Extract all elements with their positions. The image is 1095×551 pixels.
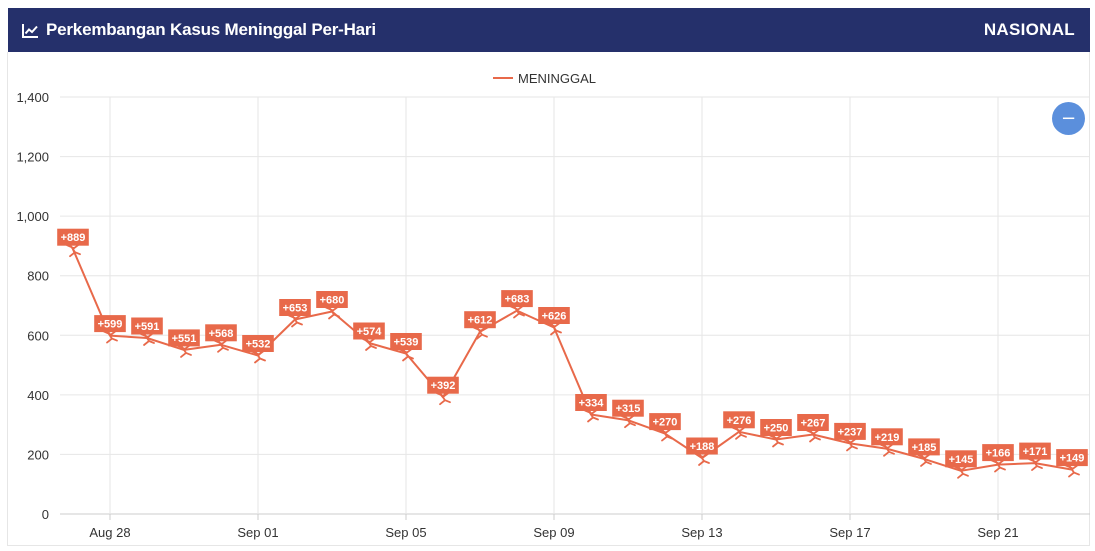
- data-label-box: [1056, 449, 1088, 467]
- data-label: +653: [283, 303, 308, 315]
- data-label-box: [797, 414, 829, 431]
- x-tick-label: Sep 01: [237, 525, 278, 540]
- data-label: +539: [394, 337, 419, 349]
- data-label: +166: [986, 448, 1011, 460]
- data-label: +551: [172, 333, 197, 345]
- chart-card: [7, 52, 1090, 546]
- data-label-box: [427, 376, 459, 394]
- y-tick-label: 800: [27, 269, 49, 284]
- data-label: +185: [912, 442, 937, 454]
- data-label: +392: [431, 380, 456, 392]
- x-tick-label: Sep 17: [829, 525, 870, 540]
- line-chart: 0 200 400 600 800 1,000 1,200 1,400 Aug 28 Sep 0…: [16, 71, 1090, 540]
- data-label: +276: [727, 415, 752, 427]
- series-line: [72, 248, 1073, 472]
- data-labels: +889 +599 +591 +551 +568 +532 +653 +680 +574 +539…: [57, 228, 1088, 468]
- data-label-box: [908, 438, 940, 456]
- data-label: +145: [949, 454, 974, 466]
- data-label-box: [242, 335, 274, 352]
- data-label: +626: [542, 311, 567, 323]
- data-label: +532: [246, 339, 271, 351]
- data-label: +591: [135, 321, 160, 333]
- data-label: +574: [357, 326, 383, 338]
- data-label: +599: [98, 319, 123, 331]
- minus-icon: −: [1060, 107, 1077, 129]
- chart-title: Perkembangan Kasus Meninggal Per-Hari: [46, 20, 376, 39]
- data-label-box: [205, 324, 237, 342]
- data-label-box: [353, 322, 385, 340]
- data-label-box: [871, 428, 903, 446]
- chart-header: Perkembangan Kasus Meninggal Per-Hari NA…: [8, 8, 1090, 52]
- x-tick-label: Sep 21: [977, 525, 1018, 540]
- x-tick-label: Sep 13: [681, 525, 722, 540]
- zoom-out-button[interactable]: −: [1052, 102, 1085, 135]
- data-label-box: [168, 329, 200, 347]
- data-label: +270: [653, 417, 678, 429]
- x-axis: Aug 28 Sep 01 Sep 05 Sep 09 Sep 13 Sep 17 Sep …: [89, 514, 1019, 540]
- data-label-box: [945, 450, 977, 468]
- data-label-box: [279, 299, 311, 316]
- data-label: +568: [209, 328, 234, 340]
- y-tick-label: 0: [42, 507, 49, 522]
- data-label: +315: [616, 403, 641, 415]
- data-label: +149: [1060, 453, 1085, 465]
- line-chart-icon: [22, 23, 38, 38]
- data-label-box: [834, 422, 866, 440]
- data-label: +219: [875, 432, 900, 444]
- x-tick-label: Aug 28: [89, 525, 130, 540]
- data-label: +171: [1023, 446, 1048, 458]
- data-label: +612: [468, 315, 493, 327]
- data-label-box: [57, 228, 89, 246]
- y-tick-label: 1,000: [16, 209, 49, 224]
- data-label-box: [1019, 442, 1051, 460]
- data-label-box: [686, 437, 718, 455]
- data-label-box: [982, 444, 1014, 462]
- legend-label[interactable]: MENINGGAL: [518, 71, 596, 86]
- data-label-box: [760, 419, 792, 436]
- data-label-box: [131, 317, 163, 335]
- data-label-box: [575, 394, 607, 411]
- y-axis: 0 200 400 600 800 1,000 1,200 1,400: [16, 90, 49, 522]
- data-label: +680: [320, 295, 345, 307]
- data-label: +889: [61, 232, 86, 244]
- y-tick-label: 400: [27, 388, 49, 403]
- data-label-box: [612, 399, 644, 417]
- data-label-box: [316, 291, 348, 308]
- data-label-box: [464, 311, 496, 329]
- y-tick-label: 600: [27, 328, 49, 343]
- data-label-box: [723, 411, 755, 429]
- data-label: +334: [579, 398, 605, 410]
- data-label-box: [649, 413, 681, 431]
- x-tick-label: Sep 09: [533, 525, 574, 540]
- data-label-box: [390, 333, 422, 350]
- data-label-box: [94, 315, 126, 333]
- data-label: +250: [764, 423, 789, 435]
- chart-title-group: Perkembangan Kasus Meninggal Per-Hari: [22, 20, 376, 40]
- data-label-box: [538, 307, 570, 324]
- scope-label: NASIONAL: [983, 20, 1075, 39]
- y-tick-label: 200: [27, 447, 49, 462]
- legend[interactable]: MENINGGAL: [493, 71, 596, 86]
- data-label: +188: [690, 441, 715, 453]
- y-tick-label: 1,200: [16, 150, 49, 165]
- data-label-box: [501, 290, 533, 308]
- x-tick-label: Sep 05: [385, 525, 426, 540]
- y-tick-label: 1,400: [16, 90, 49, 105]
- data-label: +683: [505, 294, 530, 306]
- data-label: +237: [838, 426, 863, 438]
- data-label: +267: [801, 418, 826, 430]
